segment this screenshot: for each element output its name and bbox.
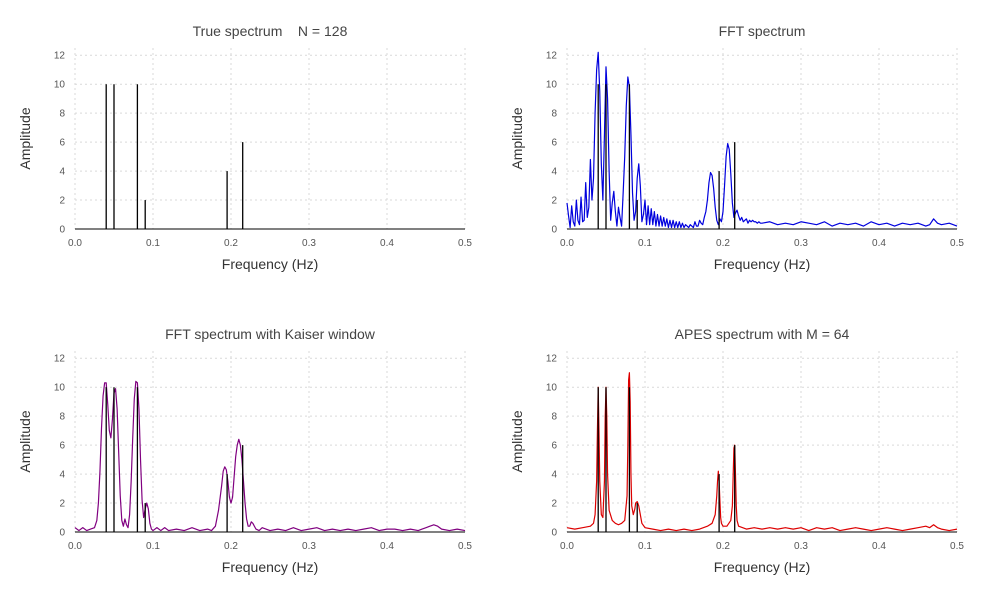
y-tick-label: 0 <box>551 528 557 539</box>
x-tick-label: 0.1 <box>638 541 652 552</box>
x-tick-label: 0.5 <box>458 541 472 552</box>
x-tick-label: 0.1 <box>638 238 652 249</box>
x-tick-label: 0.3 <box>302 238 316 249</box>
y-tick-label: 8 <box>59 109 65 120</box>
y-tick-label: 4 <box>59 167 65 178</box>
y-tick-label: 2 <box>59 196 65 207</box>
y-tick-label: 6 <box>59 138 65 149</box>
chart-title: True spectrum N = 128 <box>193 23 348 39</box>
y-tick-label: 10 <box>54 80 66 91</box>
x-tick-label: 0.3 <box>302 541 316 552</box>
y-tick-label: 0 <box>551 225 557 236</box>
y-tick-label: 12 <box>54 51 66 62</box>
y-axis-label: Amplitude <box>17 410 33 472</box>
y-tick-label: 6 <box>551 441 557 452</box>
chart-title: FFT spectrum <box>719 23 806 39</box>
x-axis-label: Frequency (Hz) <box>222 559 318 575</box>
x-tick-label: 0.5 <box>458 238 472 249</box>
y-tick-label: 12 <box>54 354 66 365</box>
x-tick-label: 0.0 <box>68 541 82 552</box>
y-tick-label: 12 <box>546 354 558 365</box>
x-tick-label: 0.2 <box>224 238 238 249</box>
x-tick-label: 0.5 <box>950 541 964 552</box>
y-tick-label: 4 <box>551 470 557 481</box>
x-tick-label: 0.0 <box>68 238 82 249</box>
series-line-0 <box>74 380 466 532</box>
y-tick-label: 2 <box>59 499 65 510</box>
series-line-0 <box>566 51 958 229</box>
panel-fft-kaiser: 0.0 0.1 0.2 0.3 0.4 0.5 0 2 4 6 8 10 12 FFT spectrum … <box>17 326 472 575</box>
x-tick-label: 0.2 <box>716 238 730 249</box>
x-tick-label: 0.5 <box>950 238 964 249</box>
x-tick-label: 0.2 <box>224 541 238 552</box>
x-tick-label: 0.0 <box>560 238 574 249</box>
y-tick-label: 2 <box>551 499 557 510</box>
chart-title: FFT spectrum with Kaiser window <box>165 326 376 342</box>
x-tick-label: 0.2 <box>716 541 730 552</box>
x-tick-label: 0.4 <box>380 541 394 552</box>
y-tick-label: 8 <box>59 412 65 423</box>
y-tick-label: 10 <box>546 383 558 394</box>
chart-title: APES spectrum with M = 64 <box>675 326 850 342</box>
y-tick-label: 6 <box>551 138 557 149</box>
x-tick-label: 0.0 <box>560 541 574 552</box>
y-tick-label: 4 <box>551 167 557 178</box>
x-tick-label: 0.3 <box>794 238 808 249</box>
panel-fft-spectrum: 0.0 0.1 0.2 0.3 0.4 0.5 0 2 4 6 8 10 12 FFT spectrum F… <box>509 23 964 272</box>
x-tick-label: 0.4 <box>380 238 394 249</box>
x-tick-label: 0.4 <box>872 238 886 249</box>
y-tick-label: 2 <box>551 196 557 207</box>
y-tick-label: 10 <box>546 80 558 91</box>
panel-apes-spectrum: 0.0 0.1 0.2 0.3 0.4 0.5 0 2 4 6 8 10 12 APES spectrum… <box>509 326 964 575</box>
y-tick-label: 4 <box>59 470 65 481</box>
x-tick-label: 0.1 <box>146 238 160 249</box>
series-line-0 <box>566 372 958 532</box>
x-axis-label: Frequency (Hz) <box>714 256 810 272</box>
panel-true-spectrum: 0.0 0.1 0.2 0.3 0.4 0.5 0 2 4 6 8 10 12 True spectrum… <box>17 23 472 272</box>
y-tick-label: 0 <box>59 528 65 539</box>
x-tick-label: 0.4 <box>872 541 886 552</box>
y-tick-label: 8 <box>551 412 557 423</box>
y-tick-label: 0 <box>59 225 65 236</box>
y-tick-label: 6 <box>59 441 65 452</box>
x-axis-label: Frequency (Hz) <box>222 256 318 272</box>
y-tick-label: 12 <box>546 51 558 62</box>
y-axis-label: Amplitude <box>509 410 525 472</box>
y-axis-label: Amplitude <box>17 107 33 169</box>
y-tick-label: 10 <box>54 383 66 394</box>
x-tick-label: 0.3 <box>794 541 808 552</box>
x-tick-label: 0.1 <box>146 541 160 552</box>
y-tick-label: 8 <box>551 109 557 120</box>
x-axis-label: Frequency (Hz) <box>714 559 810 575</box>
y-axis-label: Amplitude <box>509 107 525 169</box>
